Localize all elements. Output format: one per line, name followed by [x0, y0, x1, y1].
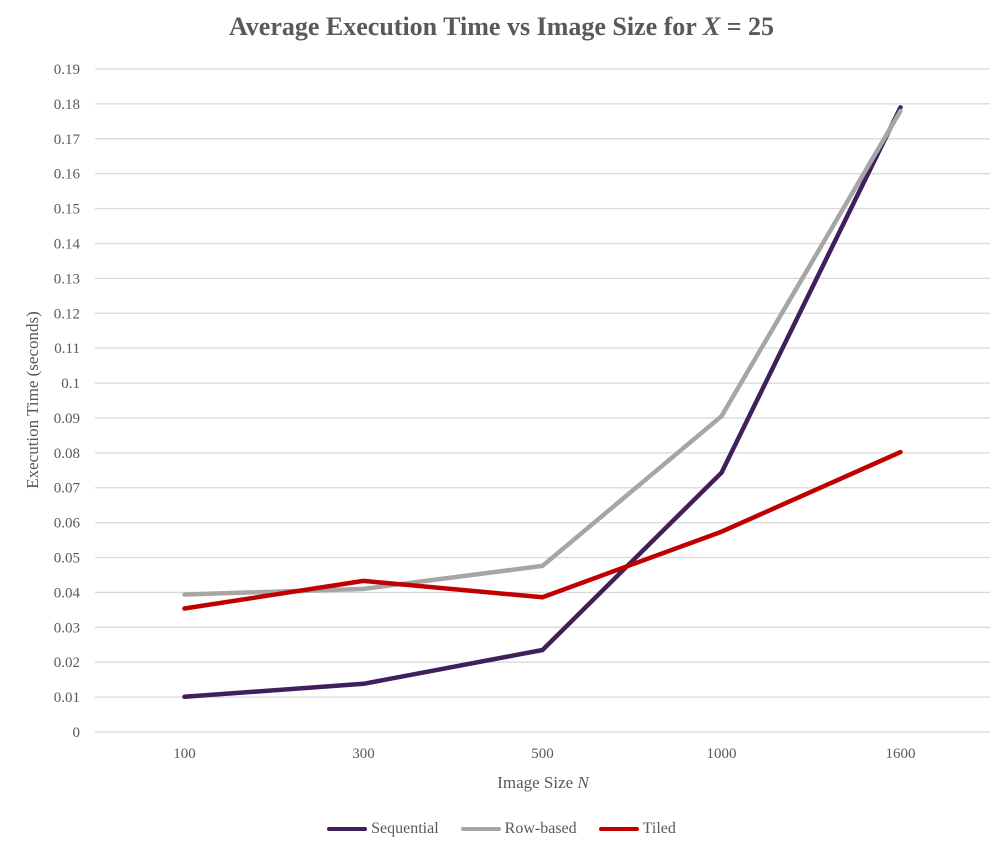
legend-item: Row-based	[460, 820, 577, 838]
y-tick-label: 0.15	[54, 202, 80, 218]
legend-label: Sequential	[371, 820, 439, 837]
y-tick-label: 0.02	[54, 655, 80, 671]
y-tick-label: 0.19	[54, 62, 80, 78]
y-tick-label: 0.08	[54, 446, 80, 462]
y-tick-label: 0	[73, 725, 81, 741]
x-tick-labels: 100 300 500 1000 1600	[173, 746, 915, 762]
y-tick-label: 0.06	[54, 516, 81, 532]
y-tick-label: 0.18	[54, 97, 80, 113]
y-tick-label: 0.16	[54, 167, 81, 183]
legend-label: Tiled	[642, 820, 676, 837]
y-tick-label: 0.09	[54, 411, 80, 427]
legend-label: Row-based	[504, 820, 577, 837]
y-tick-label: 0.13	[54, 271, 80, 287]
y-tick-labels: 0 0.01 0.02 0.03 0.04 0.05 0.06 0.07 0.08 0.09 0.1…	[54, 62, 81, 741]
x-tick-label: 1000	[707, 746, 737, 762]
x-axis-title: Image Size N	[497, 773, 590, 792]
y-axis-title: Execution Time (seconds)	[23, 311, 42, 489]
x-tick-label: 100	[173, 746, 196, 762]
x-tick-label: 300	[352, 746, 375, 762]
chart-title: Average Execution Time vs Image Size for…	[228, 12, 775, 41]
gridlines	[95, 68, 990, 733]
legend-item: Tiled	[598, 820, 676, 838]
legend-swatch	[327, 827, 368, 831]
y-tick-label: 0.03	[54, 620, 80, 636]
y-tick-label: 0.14	[54, 236, 81, 252]
y-tick-label: 0.05	[54, 551, 80, 567]
legend-item: Sequential	[327, 820, 439, 838]
y-tick-label: 0.07	[54, 481, 81, 497]
legend-swatch	[460, 827, 501, 831]
y-tick-label: 0.17	[54, 132, 81, 148]
series-line-row-based	[182, 108, 903, 597]
y-tick-label: 0.04	[54, 585, 81, 601]
y-tick-label: 0.11	[54, 341, 80, 357]
y-tick-label: 0.01	[54, 690, 80, 706]
legend: Sequential Row-based Tiled	[0, 820, 1003, 838]
series-line-tiled	[182, 449, 903, 611]
x-tick-label: 500	[531, 746, 554, 762]
x-tick-label: 1600	[886, 746, 916, 762]
legend-swatch	[598, 827, 639, 831]
y-tick-label: 0.1	[61, 376, 80, 392]
series-line-sequential	[182, 105, 903, 700]
y-tick-label: 0.12	[54, 306, 80, 322]
series-lines	[182, 105, 903, 700]
